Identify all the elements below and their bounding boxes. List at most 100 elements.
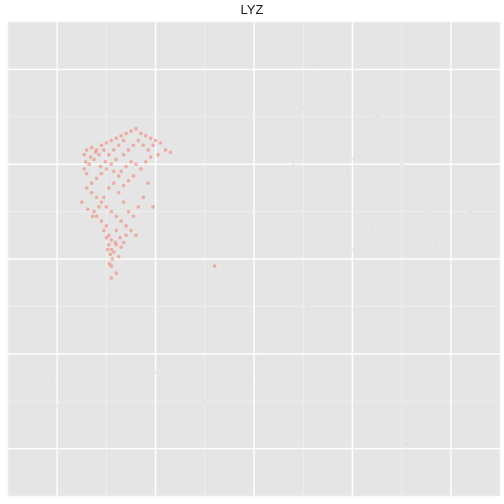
data-point-high xyxy=(121,200,126,204)
data-point-high xyxy=(158,141,163,145)
data-point-high xyxy=(89,181,94,185)
data-point-high xyxy=(109,138,114,143)
data-point-high xyxy=(124,233,128,238)
data-point-high xyxy=(104,205,109,209)
data-point-high xyxy=(113,240,118,245)
data-point-high xyxy=(104,224,109,228)
data-point-high xyxy=(126,209,131,214)
data-point-high xyxy=(109,264,114,268)
data-point-high xyxy=(151,205,155,209)
data-point-high xyxy=(111,169,116,174)
data-point-low xyxy=(267,366,271,370)
data-point-low xyxy=(380,437,384,441)
chart-title: LYZ xyxy=(240,2,264,17)
data-point-low xyxy=(449,262,453,266)
data-point-high xyxy=(109,162,114,166)
data-point-high xyxy=(116,254,121,259)
data-point-low xyxy=(424,210,428,213)
data-point-high xyxy=(119,245,123,249)
data-point-high xyxy=(168,150,173,155)
data-point-low xyxy=(65,385,69,389)
data-points xyxy=(46,53,472,446)
data-point-low xyxy=(390,390,394,394)
data-point-high xyxy=(136,205,141,209)
data-point-high xyxy=(141,143,146,148)
data-point-high xyxy=(99,143,104,148)
data-point-high xyxy=(124,131,128,136)
data-point-high xyxy=(212,264,217,268)
data-point-low xyxy=(385,252,389,256)
data-point-high xyxy=(98,164,103,169)
data-point-low xyxy=(55,404,59,408)
data-point-high xyxy=(107,242,111,247)
data-point-high xyxy=(139,167,143,171)
data-point-low xyxy=(112,286,116,289)
data-point-high xyxy=(107,186,111,190)
data-point-high xyxy=(105,247,110,252)
data-point-high xyxy=(126,148,131,152)
data-point-high xyxy=(102,195,106,200)
data-point-low xyxy=(316,63,320,66)
data-point-high xyxy=(156,152,160,157)
data-point-high xyxy=(107,233,111,238)
data-point-low xyxy=(410,418,413,422)
data-point-high xyxy=(107,261,112,266)
data-point-low xyxy=(434,243,438,247)
data-point-low xyxy=(203,399,207,403)
data-point-low xyxy=(149,361,152,365)
data-point-high xyxy=(148,155,153,159)
data-point-low xyxy=(365,418,369,422)
data-point-low xyxy=(306,305,310,308)
data-point-high xyxy=(148,136,153,140)
data-point-low xyxy=(60,390,64,394)
data-point-low xyxy=(331,96,335,100)
data-point-high xyxy=(108,252,113,257)
data-point-low xyxy=(326,53,330,57)
data-point-low xyxy=(454,219,458,223)
data-point-low xyxy=(444,200,448,204)
data-point-high xyxy=(94,214,99,219)
data-point-low xyxy=(70,399,74,403)
data-point-high xyxy=(116,190,121,195)
data-point-low xyxy=(360,101,364,104)
data-point-high xyxy=(92,157,96,162)
data-point-low xyxy=(164,380,167,384)
data-point-high xyxy=(163,148,168,152)
data-point-low xyxy=(390,134,394,138)
data-point-high xyxy=(84,186,89,190)
data-point-high xyxy=(102,228,106,233)
data-point-high xyxy=(114,157,119,162)
data-point-high xyxy=(109,209,114,214)
data-point-low xyxy=(277,343,280,346)
data-point-high xyxy=(153,138,158,143)
data-point-high xyxy=(129,129,133,133)
data-point-high xyxy=(80,200,84,204)
data-point-high xyxy=(131,143,136,148)
data-point-high xyxy=(114,136,119,140)
data-point-high xyxy=(109,276,114,280)
data-point-low xyxy=(459,271,462,275)
data-point-high xyxy=(104,141,109,145)
data-point-high xyxy=(107,152,111,157)
data-point-high xyxy=(83,160,88,164)
data-point-high xyxy=(114,271,119,276)
data-point-low xyxy=(110,290,113,294)
data-point-low xyxy=(365,181,369,185)
data-point-high xyxy=(146,181,151,185)
data-point-high xyxy=(84,171,89,176)
data-point-high xyxy=(139,131,143,136)
data-point-low xyxy=(356,357,359,360)
data-point-high xyxy=(102,148,106,152)
data-point-low xyxy=(380,196,384,199)
data-point-high xyxy=(97,205,101,209)
data-point-high xyxy=(134,233,138,238)
grid-lines xyxy=(7,21,501,497)
data-point-low xyxy=(287,361,290,365)
data-point-low xyxy=(410,191,413,194)
data-point-high xyxy=(87,162,91,166)
data-point-high xyxy=(118,235,122,240)
data-point-high xyxy=(99,200,104,204)
data-point-high xyxy=(116,143,121,148)
data-point-low xyxy=(375,380,379,384)
